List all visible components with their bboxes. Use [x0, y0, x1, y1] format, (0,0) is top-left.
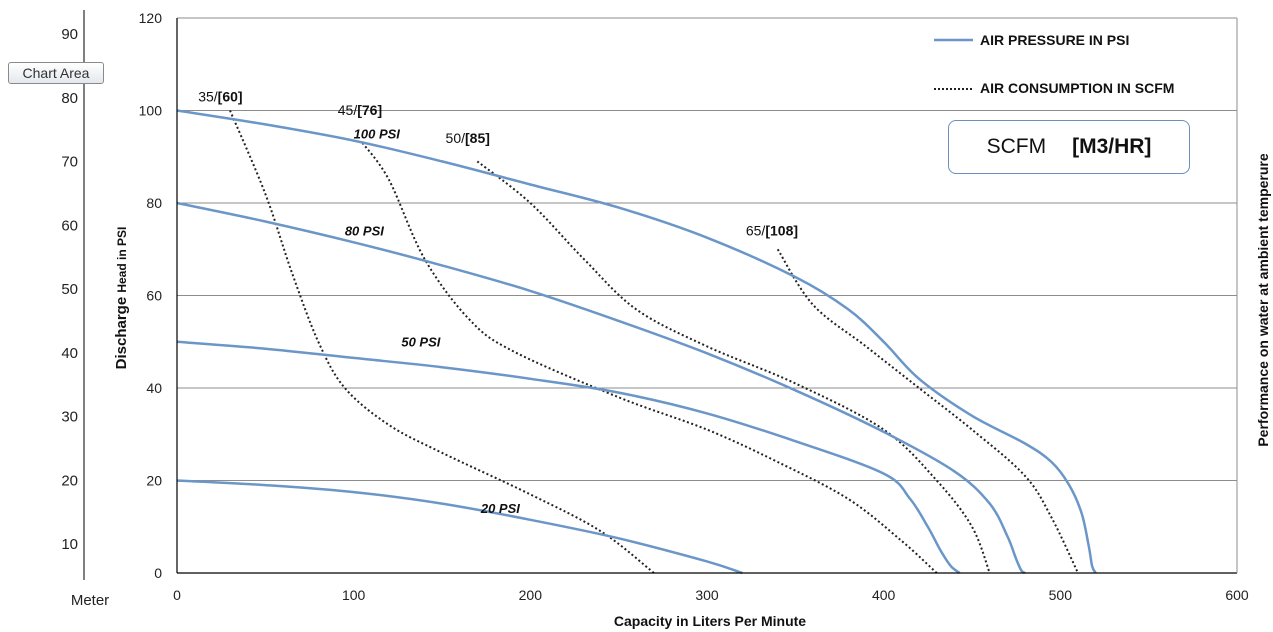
- meter-tick-label: 40: [61, 345, 78, 362]
- x-tick-label: 200: [519, 587, 543, 603]
- chart-area-tooltip: Chart Area: [8, 62, 104, 84]
- curve-labels: 100 PSI 80 PSI 50 PSI 20 PSI 35/[60] 45/[76] 5…: [198, 88, 798, 516]
- consumption-curves: [229, 110, 1079, 574]
- consumption-scfm-value: 35/: [198, 88, 218, 104]
- scfm-unit-label: SCFM: [986, 135, 1047, 158]
- consumption-m3hr-value: [76]: [357, 102, 382, 118]
- consumption-m3hr-value: [85]: [465, 130, 490, 146]
- meter-tick-label: 30: [61, 409, 78, 426]
- consumption-curve-label: 50/[85]: [446, 130, 490, 146]
- consumption-curve: [776, 248, 1079, 574]
- legend-pressure-label: AIR PRESSURE IN PSI: [980, 32, 1129, 48]
- x-tick-label: 400: [872, 587, 896, 603]
- consumption-curve-label: 65/[108]: [746, 222, 798, 238]
- y-tick-label: 80: [146, 195, 162, 211]
- meter-tick-label: 50: [61, 281, 78, 298]
- meter-axis-title: Meter: [71, 592, 109, 609]
- consumption-m3hr-value: [108]: [765, 222, 798, 238]
- consumption-scfm-value: 45/: [338, 102, 358, 118]
- x-tick-label: 600: [1225, 587, 1249, 603]
- meter-tick-label: 60: [61, 217, 78, 234]
- gridlines: [177, 17, 1237, 481]
- pressure-curve-label: 80 PSI: [345, 223, 384, 238]
- y-axis-title-main: Discharge: [113, 293, 130, 370]
- y-tick-label: 20: [146, 473, 162, 489]
- y-tick-label: 120: [139, 10, 163, 26]
- consumption-scfm-value: 50/: [446, 130, 466, 146]
- pressure-curves: [176, 109, 1097, 575]
- legend-consumption-label: AIR CONSUMPTION IN SCFM: [980, 80, 1174, 96]
- m3hr-unit-label: [M3/HR]: [1072, 135, 1152, 158]
- y-tick-label: 60: [146, 288, 162, 304]
- right-axis-title: Performance on water at ambient temperur…: [1255, 153, 1271, 447]
- x-tick-label: 0: [173, 587, 181, 603]
- meter-tick-label: 10: [61, 536, 78, 553]
- y-axis-title: Discharge Head in PSI: [113, 227, 130, 370]
- pressure-curve-label: 20 PSI: [480, 501, 520, 516]
- legend: AIR PRESSURE IN PSI AIR CONSUMPTION IN S…: [934, 32, 1174, 96]
- x-tick-label: 100: [342, 587, 366, 603]
- consumption-m3hr-value: [60]: [218, 88, 243, 104]
- axes: [176, 18, 1238, 574]
- meter-tick-label: 20: [61, 472, 78, 489]
- consumption-curve: [361, 142, 938, 574]
- unit-key-box: SCFM [M3/HR]: [948, 120, 1190, 174]
- meter-axis: 10 20 30 40 50 60 70 80 90: [61, 10, 85, 580]
- pressure-curve: [176, 340, 961, 574]
- x-tick-label: 300: [695, 587, 719, 603]
- pressure-curve: [176, 201, 1026, 575]
- pressure-curve-label: 50 PSI: [401, 334, 440, 349]
- pressure-curve: [176, 109, 1097, 574]
- tick-labels: 0 100 200 300 400 500 600 0 20 40 60 80 100 120: [139, 10, 1249, 603]
- pressure-curve-label: 100 PSI: [354, 126, 401, 141]
- y-axis-title-small: Head in PSI: [115, 227, 129, 293]
- consumption-curve: [476, 160, 991, 574]
- x-axis-title: Capacity in Liters Per Minute: [614, 613, 806, 629]
- consumption-scfm-value: 65/: [746, 222, 766, 238]
- consumption-curve: [229, 110, 655, 574]
- consumption-curve-label: 45/[76]: [338, 102, 382, 118]
- meter-tick-label: 80: [61, 90, 78, 107]
- y-tick-label: 100: [139, 103, 163, 119]
- x-tick-label: 500: [1049, 587, 1073, 603]
- pressure-curve: [176, 479, 743, 575]
- meter-tick-label: 70: [61, 154, 78, 171]
- y-tick-label: 0: [154, 565, 162, 581]
- y-tick-label: 40: [146, 380, 162, 396]
- meter-tick-label: 90: [61, 26, 78, 43]
- consumption-curve-label: 35/[60]: [198, 88, 242, 104]
